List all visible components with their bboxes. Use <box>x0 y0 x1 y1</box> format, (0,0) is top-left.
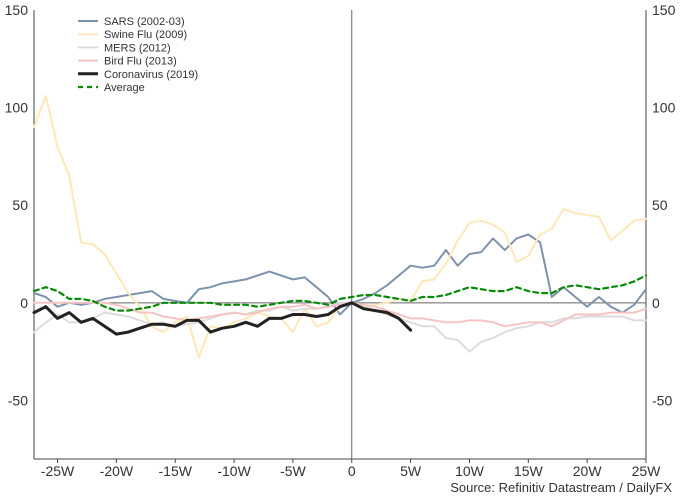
series-line-1 <box>33 94 647 359</box>
legend-label-5: Average <box>104 82 145 94</box>
x-tick-label: 5W <box>400 463 422 479</box>
legend-label-1: Swine Flu (2009) <box>104 29 187 41</box>
legend-label-3: Bird Flu (2013) <box>104 56 177 68</box>
series-line-2 <box>33 301 647 353</box>
legend-label-0: SARS (2002-03) <box>104 16 185 28</box>
y-tick-label-right: 150 <box>652 2 676 18</box>
x-tick-label: -5W <box>280 463 306 479</box>
x-tick-label: 10W <box>455 463 485 479</box>
x-tick-label: -25W <box>41 463 75 479</box>
x-tick-label: -15W <box>159 463 193 479</box>
series-line-3 <box>33 301 647 328</box>
x-tick-label: -10W <box>217 463 251 479</box>
y-tick-label-right: 50 <box>652 197 668 213</box>
x-tick-label: -20W <box>100 463 134 479</box>
y-tick-label-left: 100 <box>5 100 29 116</box>
series-line-0 <box>33 233 647 316</box>
y-tick-label-right: -50 <box>652 392 672 408</box>
series-line-5 <box>32 274 648 312</box>
y-tick-label-right: 100 <box>652 100 676 116</box>
x-tick-label: 20W <box>573 463 603 479</box>
series-line-4 <box>32 301 413 336</box>
y-tick-label-left: 0 <box>20 295 28 311</box>
x-tick-label: 25W <box>632 463 662 479</box>
chart-axes: -50 -50 0 0 50 50 100 100 150 150 -25W -20W -15W -10W… <box>5 2 676 479</box>
source-note: Source: Refinitiv Datastream / DailyFX <box>450 480 672 495</box>
y-tick-label-left: 50 <box>12 197 28 213</box>
series-layer <box>32 94 648 359</box>
legend-label-4: Coronavirus (2019) <box>104 69 198 81</box>
y-tick-label-right: 0 <box>652 295 660 311</box>
chart-legend: SARS (2002-03)Swine Flu (2009)MERS (2012… <box>78 16 198 94</box>
legend-label-2: MERS (2012) <box>104 42 171 54</box>
y-tick-label-left: 150 <box>5 2 29 18</box>
x-tick-label: 15W <box>514 463 544 479</box>
x-tick-label: 0 <box>348 463 356 479</box>
y-tick-label-left: -50 <box>8 392 28 408</box>
